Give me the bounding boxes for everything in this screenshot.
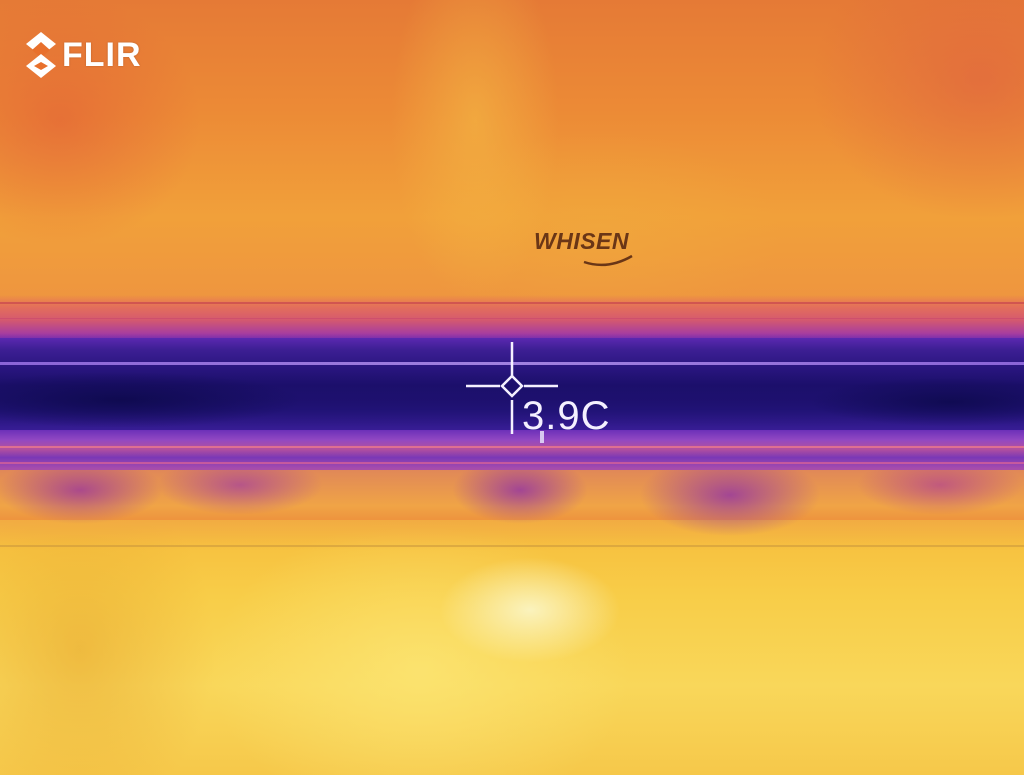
flir-logo: FLIR xyxy=(26,32,142,78)
brand-swoosh-icon xyxy=(583,254,633,267)
vent-detail xyxy=(540,431,544,443)
flir-logo-text: FLIR xyxy=(62,36,142,74)
ac-unit-body xyxy=(0,0,1024,310)
wall-seam-line xyxy=(0,545,1024,547)
lip-line xyxy=(0,462,1024,464)
cold-air-plume xyxy=(0,470,1024,550)
warm-wall xyxy=(0,520,1024,775)
spot-meter-crosshair-icon xyxy=(466,342,558,434)
edge-line xyxy=(0,318,1024,319)
flir-diamond-icon xyxy=(26,32,56,78)
edge-line xyxy=(0,302,1024,304)
ac-brand-label: WHISEN xyxy=(534,228,629,254)
spot-temperature-readout: 3.9C xyxy=(522,394,611,438)
lip-line xyxy=(0,446,1024,448)
